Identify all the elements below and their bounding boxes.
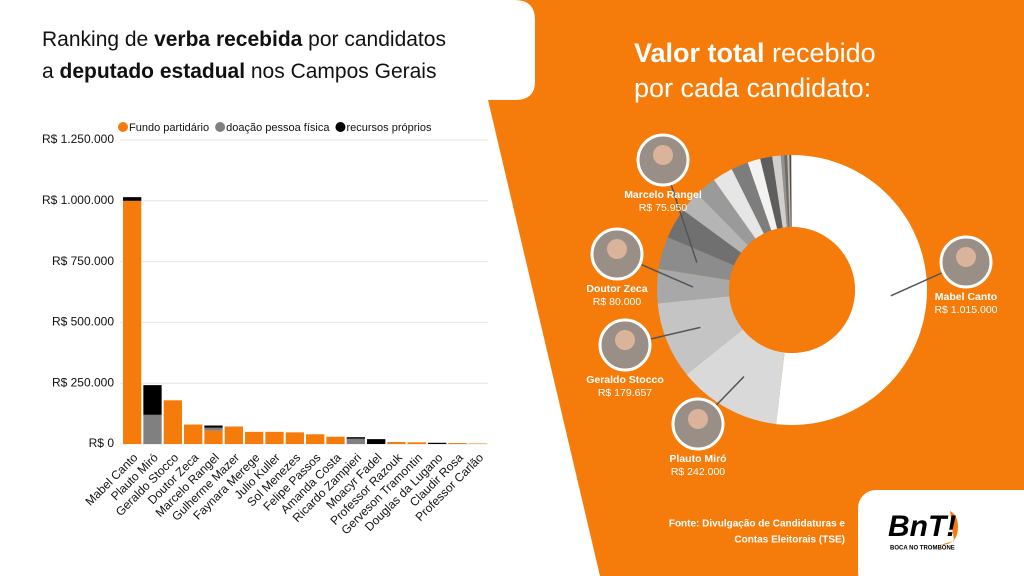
y-tick-label: R$ 1.000.000 [42,193,114,207]
slice-name: Doutor Zeca [586,283,647,295]
donut-slice [760,156,783,229]
bar-segment [448,443,467,444]
bar-segment [204,427,223,431]
logo-subtitle: BOCA NO TROMBONE [890,546,955,552]
bar-segment [306,434,325,444]
bar-segment [123,200,142,444]
bar-segment [346,437,365,439]
y-tick-label: R$ 750.000 [52,254,114,268]
y-tick-label: R$ 500.000 [52,315,114,329]
donut-slice [683,193,748,253]
legend-label: Fundo partidário [129,122,209,134]
donut-slice [657,268,730,304]
legend-swatch [215,122,226,132]
bar-segment [367,439,386,444]
bar-segment [224,426,243,444]
slice-name: Marcelo Rangel [624,189,702,201]
chart-title: a deputado estadual nos Campos Gerais [42,60,436,83]
bar-segment [143,385,162,415]
donut-slice [731,162,772,234]
bar-segment [428,442,447,444]
bar-segment [204,430,223,444]
donut-slice [658,237,735,281]
bar-segment [245,431,264,444]
donut-slice [791,155,792,228]
donut-slice [780,155,789,228]
donut-slice [657,296,743,375]
y-tick-label: R$ 1.250.000 [42,132,114,146]
avatar-head [688,409,708,429]
donut-slice [686,329,785,425]
slice-value: R$ 80.000 [593,296,642,308]
y-tick-label: R$ 250.000 [52,375,114,389]
legend-label: recursos próprios [346,122,431,134]
donut-title: Valor total recebido [634,38,876,68]
logo-box [858,490,1024,576]
slice-name: Geraldo Stocco [586,374,664,386]
donut-hole [729,227,855,353]
y-tick-label: R$ 0 [89,436,115,450]
legend-swatch [335,122,346,132]
logo: BnT! [888,510,956,543]
chart-title: Ranking de verba recebida por candidatos [42,28,446,51]
bar-segment [285,432,304,444]
slice-value: R$ 75.950 [639,202,688,214]
bar-segment [204,425,223,428]
bar-segment [326,436,345,444]
donut-title: por cada candidato: [634,73,871,103]
avatar-head [615,330,635,350]
donut-slice [776,155,928,426]
donut-slice [787,155,791,228]
donut-slice [784,155,790,228]
bar-segment [265,431,284,444]
avatar-head [653,145,673,165]
logo-bubble [940,511,958,545]
donut-slice [697,179,756,246]
bar-segment [163,400,182,444]
donut-slice [772,155,787,228]
legend-swatch [118,122,128,132]
slice-name: Mabel Canto [935,291,997,303]
bar-segment [346,438,365,444]
slice-value: R$ 1.015.000 [934,304,997,316]
slice-name: Plauto Miró [669,453,726,465]
source: Contas Eleitorais (TSE) [734,535,845,546]
bar-segment [407,442,426,444]
donut-slice [667,210,742,266]
donut-slice [789,155,792,228]
slice-value: R$ 179.657 [598,387,652,399]
avatar-head [607,239,627,259]
bar-segment [123,197,142,201]
donut-slice [713,169,764,239]
slice-value: R$ 242.000 [671,466,725,478]
avatar-head [956,247,976,267]
bar-segment [387,442,406,444]
donut-slice [747,158,778,231]
bar-segment [184,424,203,444]
source: Fonte: Divulgação de Candidaturas e [669,519,846,530]
bar-segment [143,414,162,444]
legend-label: doação pessoa física [226,122,330,134]
